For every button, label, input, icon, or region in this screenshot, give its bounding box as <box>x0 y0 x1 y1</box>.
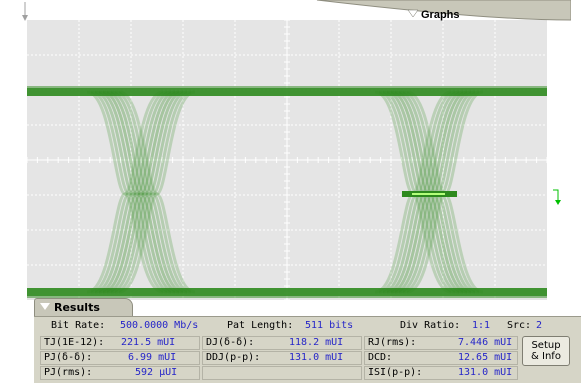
dcd-value: 12.65 mUI <box>458 352 513 363</box>
ground-marker-icon <box>553 189 561 205</box>
isi-label: ISI(p-p): <box>368 367 423 378</box>
setup-button-line1[interactable]: Setup <box>531 340 561 351</box>
results-tab-label[interactable]: Results <box>54 301 100 314</box>
rj-value: 7.446 mUI <box>458 337 513 348</box>
tj-label: TJ(1E-12): <box>44 337 105 348</box>
graphs-tab-label[interactable]: Graphs <box>421 9 460 21</box>
graphs-tab[interactable] <box>316 0 571 21</box>
tj-value: 221.5 mUI <box>121 337 176 348</box>
isi-value: 131.0 mUI <box>458 367 513 378</box>
src-value: 2 <box>536 320 543 331</box>
pat-length-label: Pat Length: <box>227 320 294 331</box>
dcd-label: DCD: <box>368 352 393 363</box>
bit-rate-label: Bit Rate: <box>51 320 106 331</box>
trigger-marker-icon <box>22 2 28 21</box>
pj-pp-label: PJ(δ-δ): <box>44 352 93 363</box>
ddj-value: 131.0 mUI <box>289 352 344 363</box>
result-cell <box>364 336 518 350</box>
pat-length-value: 511 bits <box>305 320 354 331</box>
pj-rms-value: 592 µUI <box>135 367 178 378</box>
graphs-dropdown-triangle-icon[interactable] <box>407 9 419 18</box>
div-ratio-label: Div Ratio: <box>400 320 461 331</box>
dj-value: 118.2 mUI <box>289 337 344 348</box>
result-cell <box>40 351 200 365</box>
result-cell <box>40 336 200 350</box>
src-label: Src: <box>507 320 532 331</box>
pj-rms-label: PJ(rms): <box>44 367 93 378</box>
rj-label: RJ(rms): <box>368 337 417 348</box>
eye-diagram-window: Graphs Results Bit Rate: 500.0000 Mb/s P… <box>17 0 581 383</box>
setup-button-line2[interactable]: & Info <box>531 351 561 362</box>
result-cell <box>364 351 518 365</box>
setup-info-button[interactable]: Setup & Info <box>522 336 570 366</box>
result-cell <box>40 366 200 380</box>
results-dropdown-triangle-icon[interactable] <box>40 303 50 310</box>
result-cell <box>202 366 362 380</box>
results-tab[interactable]: Results <box>34 298 133 316</box>
result-cell <box>202 336 362 350</box>
eye-diagram-display: Graphs <box>17 0 571 383</box>
result-cell <box>202 351 362 365</box>
result-cell <box>364 366 518 380</box>
div-ratio-value: 1:1 <box>472 320 491 331</box>
results-panel: Bit Rate: 500.0000 Mb/s Pat Length: 511 … <box>34 316 581 383</box>
bit-rate-value: 500.0000 Mb/s <box>120 320 199 331</box>
ddj-label: DDJ(p-p): <box>206 352 261 363</box>
pj-pp-value: 6.99 mUI <box>128 352 177 363</box>
dj-label: DJ(δ-δ): <box>206 337 255 348</box>
